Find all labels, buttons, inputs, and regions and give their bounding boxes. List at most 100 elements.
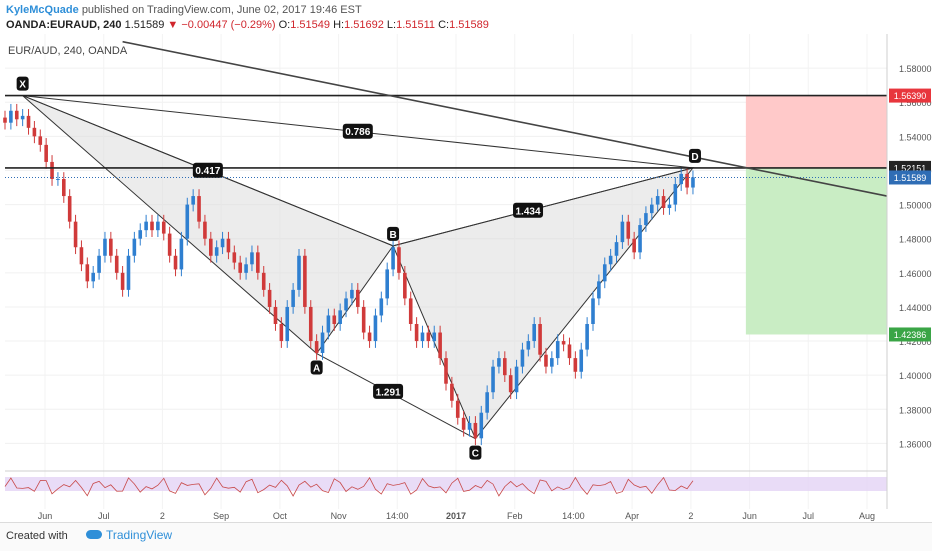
x-tick-label: Oct xyxy=(273,511,288,521)
candle-body xyxy=(73,221,78,248)
x-tick-label: Aug xyxy=(859,511,875,521)
ratio-label: 1.434 xyxy=(516,206,541,217)
stop-price-badge xyxy=(889,88,931,103)
level-price-label: 1.52151 xyxy=(894,163,927,173)
point-badge xyxy=(310,360,323,375)
candle-body xyxy=(567,344,572,359)
candle-body xyxy=(414,324,419,342)
candle-body xyxy=(485,392,489,413)
candle-body xyxy=(79,247,84,265)
candle-body xyxy=(573,358,578,372)
rsi-band xyxy=(5,477,887,491)
candle-body xyxy=(379,298,384,316)
candle-body xyxy=(62,179,66,197)
candle-body xyxy=(38,136,43,145)
candle-body xyxy=(620,221,625,243)
candle-body xyxy=(285,306,290,342)
candle-body xyxy=(138,230,143,239)
candle-body xyxy=(326,315,331,333)
candle-body xyxy=(397,247,401,273)
y-tick-label: 1.38000 xyxy=(899,405,932,415)
candle-body xyxy=(497,358,501,367)
x-tick-label: Nov xyxy=(331,511,348,521)
x-tick-label: Jun xyxy=(38,511,53,521)
candle-body xyxy=(97,255,101,273)
candle-body xyxy=(691,177,695,188)
ratio-label: 0.786 xyxy=(345,127,370,138)
y-tick-label: 1.36000 xyxy=(899,439,932,449)
candle-body xyxy=(144,221,148,231)
candle-body xyxy=(279,324,284,342)
point-badge xyxy=(16,76,29,91)
candle-body xyxy=(450,383,454,401)
y-tick-label: 1.58000 xyxy=(899,64,932,74)
tradingview-link[interactable]: TradingView xyxy=(86,528,172,542)
point-badge xyxy=(469,445,482,460)
x-tick-label: Jun xyxy=(742,511,757,521)
price-change: −0.00447 (−0.29%) xyxy=(181,19,276,31)
candle-body xyxy=(608,255,613,265)
point-label: D xyxy=(691,152,698,163)
ratio-badge xyxy=(373,383,404,399)
candle-body xyxy=(526,341,531,350)
target-price-label: 1.42386 xyxy=(894,330,927,340)
candle-body xyxy=(508,375,513,393)
point-label: B xyxy=(389,230,396,241)
point-label: X xyxy=(19,80,26,91)
candle-body xyxy=(455,400,460,418)
candle-body xyxy=(532,324,536,342)
target-price-badge xyxy=(889,327,931,342)
publish-info: published on TradingView.com, June 02, 2… xyxy=(81,4,362,16)
candle-body xyxy=(514,366,519,393)
author-name[interactable]: KyleMcQuade xyxy=(6,4,79,16)
high-value: 1.51692 xyxy=(344,19,384,31)
descending-trend-line xyxy=(122,40,888,197)
candle-body xyxy=(667,204,672,208)
candle-body xyxy=(197,196,201,222)
x-tick-label: 14:00 xyxy=(386,511,409,521)
ratio-badge xyxy=(513,202,544,218)
price-chart[interactable]: 0.417 0.786 1.291 1.434 X A B C D 1.58000 1.56000… xyxy=(0,34,932,522)
candle-body xyxy=(550,358,554,367)
candle-body xyxy=(238,262,242,273)
candle-body xyxy=(14,110,19,120)
y-tick-label: 1.46000 xyxy=(899,269,932,279)
x-tick-label: 2 xyxy=(160,511,165,521)
candle-body xyxy=(150,221,154,231)
candle-body xyxy=(438,332,442,359)
high-label: H: xyxy=(333,19,345,31)
axes: 1.580001.560001.540001.520001.500001.480… xyxy=(38,34,932,521)
candle-body xyxy=(602,264,607,282)
candle-body xyxy=(303,255,307,307)
point-badge xyxy=(387,226,400,241)
risk-reward-zones xyxy=(745,95,887,335)
ratio-badge xyxy=(342,123,373,139)
chart-header: KyleMcQuade published on TradingView.com… xyxy=(0,0,932,34)
candle-body xyxy=(179,238,184,270)
close-label: C: xyxy=(438,19,450,31)
candle-body xyxy=(661,196,666,208)
candle-body xyxy=(56,179,60,180)
chart-title: EUR/AUD, 240, OANDA xyxy=(8,45,128,57)
candle-body xyxy=(291,289,295,307)
candle-body xyxy=(544,354,548,367)
open-value: 1.51549 xyxy=(290,19,331,31)
open-label: O: xyxy=(278,19,291,31)
point-label: A xyxy=(313,364,320,375)
trend-lines xyxy=(5,40,888,197)
candle-body xyxy=(332,315,337,324)
candle-body xyxy=(685,173,689,188)
candle-body xyxy=(479,412,484,439)
candle-body xyxy=(579,349,584,372)
tradingview-brand: TradingView xyxy=(106,528,173,542)
candle-body xyxy=(156,221,160,231)
candle-body xyxy=(426,332,431,342)
candle-body xyxy=(173,255,178,270)
y-tick-label: 1.48000 xyxy=(899,235,932,245)
candle-body xyxy=(520,349,525,367)
candle-body xyxy=(679,173,683,185)
x-tick-label: 2 xyxy=(688,511,693,521)
candle-body xyxy=(3,117,7,123)
candle-body xyxy=(555,341,560,359)
candle-body xyxy=(614,242,619,256)
